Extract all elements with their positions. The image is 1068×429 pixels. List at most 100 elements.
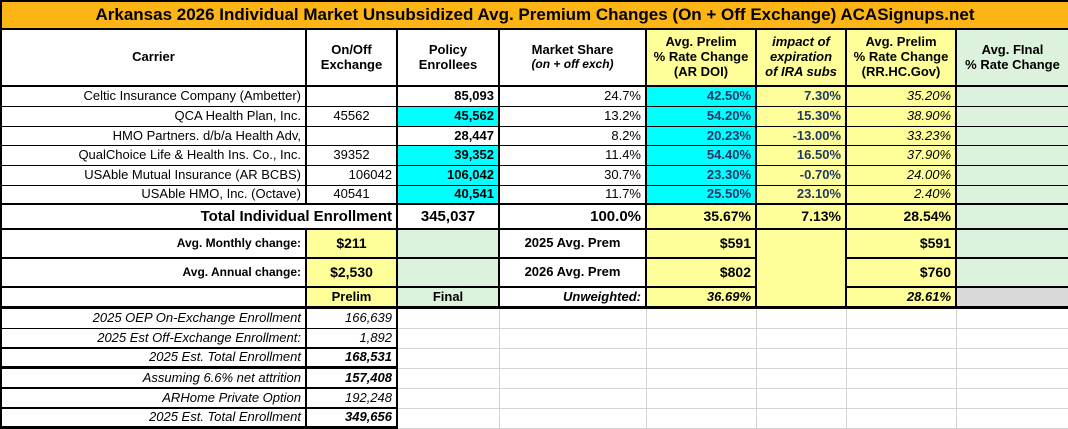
cell-ardoi-5: 25.50%	[647, 186, 757, 205]
total-rrhc: 28.54%	[847, 205, 957, 230]
cell-rrhc-1: 38.90%	[847, 107, 957, 127]
final-label: Final	[398, 288, 500, 309]
prem-2026-label: 2026 Avg. Prem	[500, 259, 647, 288]
total-row-label: Total Individual Enrollment	[2, 205, 398, 230]
prelim-final-blank	[2, 288, 307, 309]
cell-enrollees-1: 45,562	[398, 107, 500, 127]
cell-rrhc-2: 33.23%	[847, 127, 957, 146]
cell-final-0	[957, 87, 1068, 107]
empty-cell	[757, 409, 847, 429]
empty-cell	[757, 329, 847, 349]
empty-cell	[847, 409, 957, 429]
empty-cell	[957, 409, 1068, 429]
unweighted-rrhc: 28.61%	[847, 288, 957, 309]
empty-cell	[398, 389, 500, 409]
empty-cell	[847, 349, 957, 369]
empty-cell	[647, 369, 757, 389]
cell-carrier-4: USAble Mutual Insurance (AR BCBS)	[2, 166, 307, 186]
empty-cell	[647, 409, 757, 429]
cell-onoff-1: 45562	[307, 107, 398, 127]
empty-cell	[500, 309, 647, 329]
ira-merged-blank	[757, 230, 847, 309]
bottom-label-5: 2025 Est. Total Enrollment	[2, 409, 307, 429]
cell-final-2	[957, 127, 1068, 146]
bottom-value-4: 192,248	[307, 389, 398, 409]
empty-cell	[957, 309, 1068, 329]
empty-cell	[398, 309, 500, 329]
cell-carrier-2: HMO Partners. d/b/a Health Adv,	[2, 127, 307, 146]
empty-cell	[847, 329, 957, 349]
cell-final-4	[957, 166, 1068, 186]
bottom-label-3: Assuming 6.6% net attrition	[2, 369, 307, 389]
prem-2025-label: 2025 Avg. Prem	[500, 230, 647, 259]
empty-cell	[757, 389, 847, 409]
market-share-sublabel: (on + off exch)	[531, 57, 614, 72]
empty-cell	[847, 369, 957, 389]
cell-ardoi-3: 54.40%	[647, 146, 757, 166]
avg-monthly-label: Avg. Monthly change:	[2, 230, 307, 259]
cell-share-0: 24.7%	[500, 87, 647, 107]
cell-carrier-3: QualChoice Life & Health Ins. Co., Inc.	[2, 146, 307, 166]
avg-monthly-final-blank	[957, 230, 1068, 259]
empty-cell	[500, 389, 647, 409]
empty-cell	[647, 349, 757, 369]
bottom-label-0: 2025 OEP On-Exchange Enrollment	[2, 309, 307, 329]
bottom-label-1: 2025 Est Off-Exchange Enrollment:	[2, 329, 307, 349]
empty-cell	[957, 389, 1068, 409]
empty-cell	[757, 309, 847, 329]
cell-enrollees-3: 39,352	[398, 146, 500, 166]
cell-ira-3: 16.50%	[757, 146, 847, 166]
cell-rrhc-3: 37.90%	[847, 146, 957, 166]
cell-share-1: 13.2%	[500, 107, 647, 127]
cell-onoff-4: 106042	[307, 166, 398, 186]
total-enrollees: 345,037	[398, 205, 500, 230]
cell-rrhc-0: 35.20%	[847, 87, 957, 107]
cell-ardoi-1: 54.20%	[647, 107, 757, 127]
prelim-label: Prelim	[307, 288, 398, 309]
empty-cell	[647, 329, 757, 349]
cell-final-1	[957, 107, 1068, 127]
market-share-label: Market Share	[531, 42, 614, 58]
cell-enrollees-2: 28,447	[398, 127, 500, 146]
total-ardoi: 35.67%	[647, 205, 757, 230]
cell-ira-0: 7.30%	[757, 87, 847, 107]
cell-onoff-0	[307, 87, 398, 107]
column-header-avg-prelim-ardoi: Avg. Prelim % Rate Change (AR DOI)	[647, 30, 757, 87]
page-title: Arkansas 2026 Individual Market Unsubsid…	[2, 2, 1068, 30]
cell-ardoi-4: 23.30%	[647, 166, 757, 186]
cell-ardoi-0: 42.50%	[647, 87, 757, 107]
cell-share-4: 30.7%	[500, 166, 647, 186]
cell-onoff-3: 39352	[307, 146, 398, 166]
empty-cell	[957, 369, 1068, 389]
cell-rrhc-4: 24.00%	[847, 166, 957, 186]
empty-cell	[398, 349, 500, 369]
empty-cell	[757, 349, 847, 369]
cell-onoff-2	[307, 127, 398, 146]
unweighted-label: Unweighted:	[500, 288, 647, 309]
avg-annual-label: Avg. Annual change:	[2, 259, 307, 288]
avg-monthly-value: $211	[307, 230, 398, 259]
cell-ira-2: -13.00%	[757, 127, 847, 146]
empty-cell	[500, 409, 647, 429]
prem-2025-ardoi: $591	[647, 230, 757, 259]
cell-final-3	[957, 146, 1068, 166]
total-ira: 7.13%	[757, 205, 847, 230]
cell-carrier-1: QCA Health Plan, Inc.	[2, 107, 307, 127]
empty-cell	[647, 389, 757, 409]
bottom-label-4: ARHome Private Option	[2, 389, 307, 409]
cell-share-2: 8.2%	[500, 127, 647, 146]
empty-cell	[398, 329, 500, 349]
empty-cell	[957, 329, 1068, 349]
cell-ira-1: 15.30%	[757, 107, 847, 127]
cell-share-5: 11.7%	[500, 186, 647, 205]
prem-2026-rrhc: $760	[847, 259, 957, 288]
bottom-value-0: 166,639	[307, 309, 398, 329]
empty-cell	[957, 349, 1068, 369]
bottom-value-2: 168,531	[307, 349, 398, 369]
empty-cell	[398, 369, 500, 389]
column-header-carrier: Carrier	[2, 30, 307, 87]
bottom-label-2: 2025 Est. Total Enrollment	[2, 349, 307, 369]
cell-ira-4: -0.70%	[757, 166, 847, 186]
cell-carrier-0: Celtic Insurance Company (Ambetter)	[2, 87, 307, 107]
